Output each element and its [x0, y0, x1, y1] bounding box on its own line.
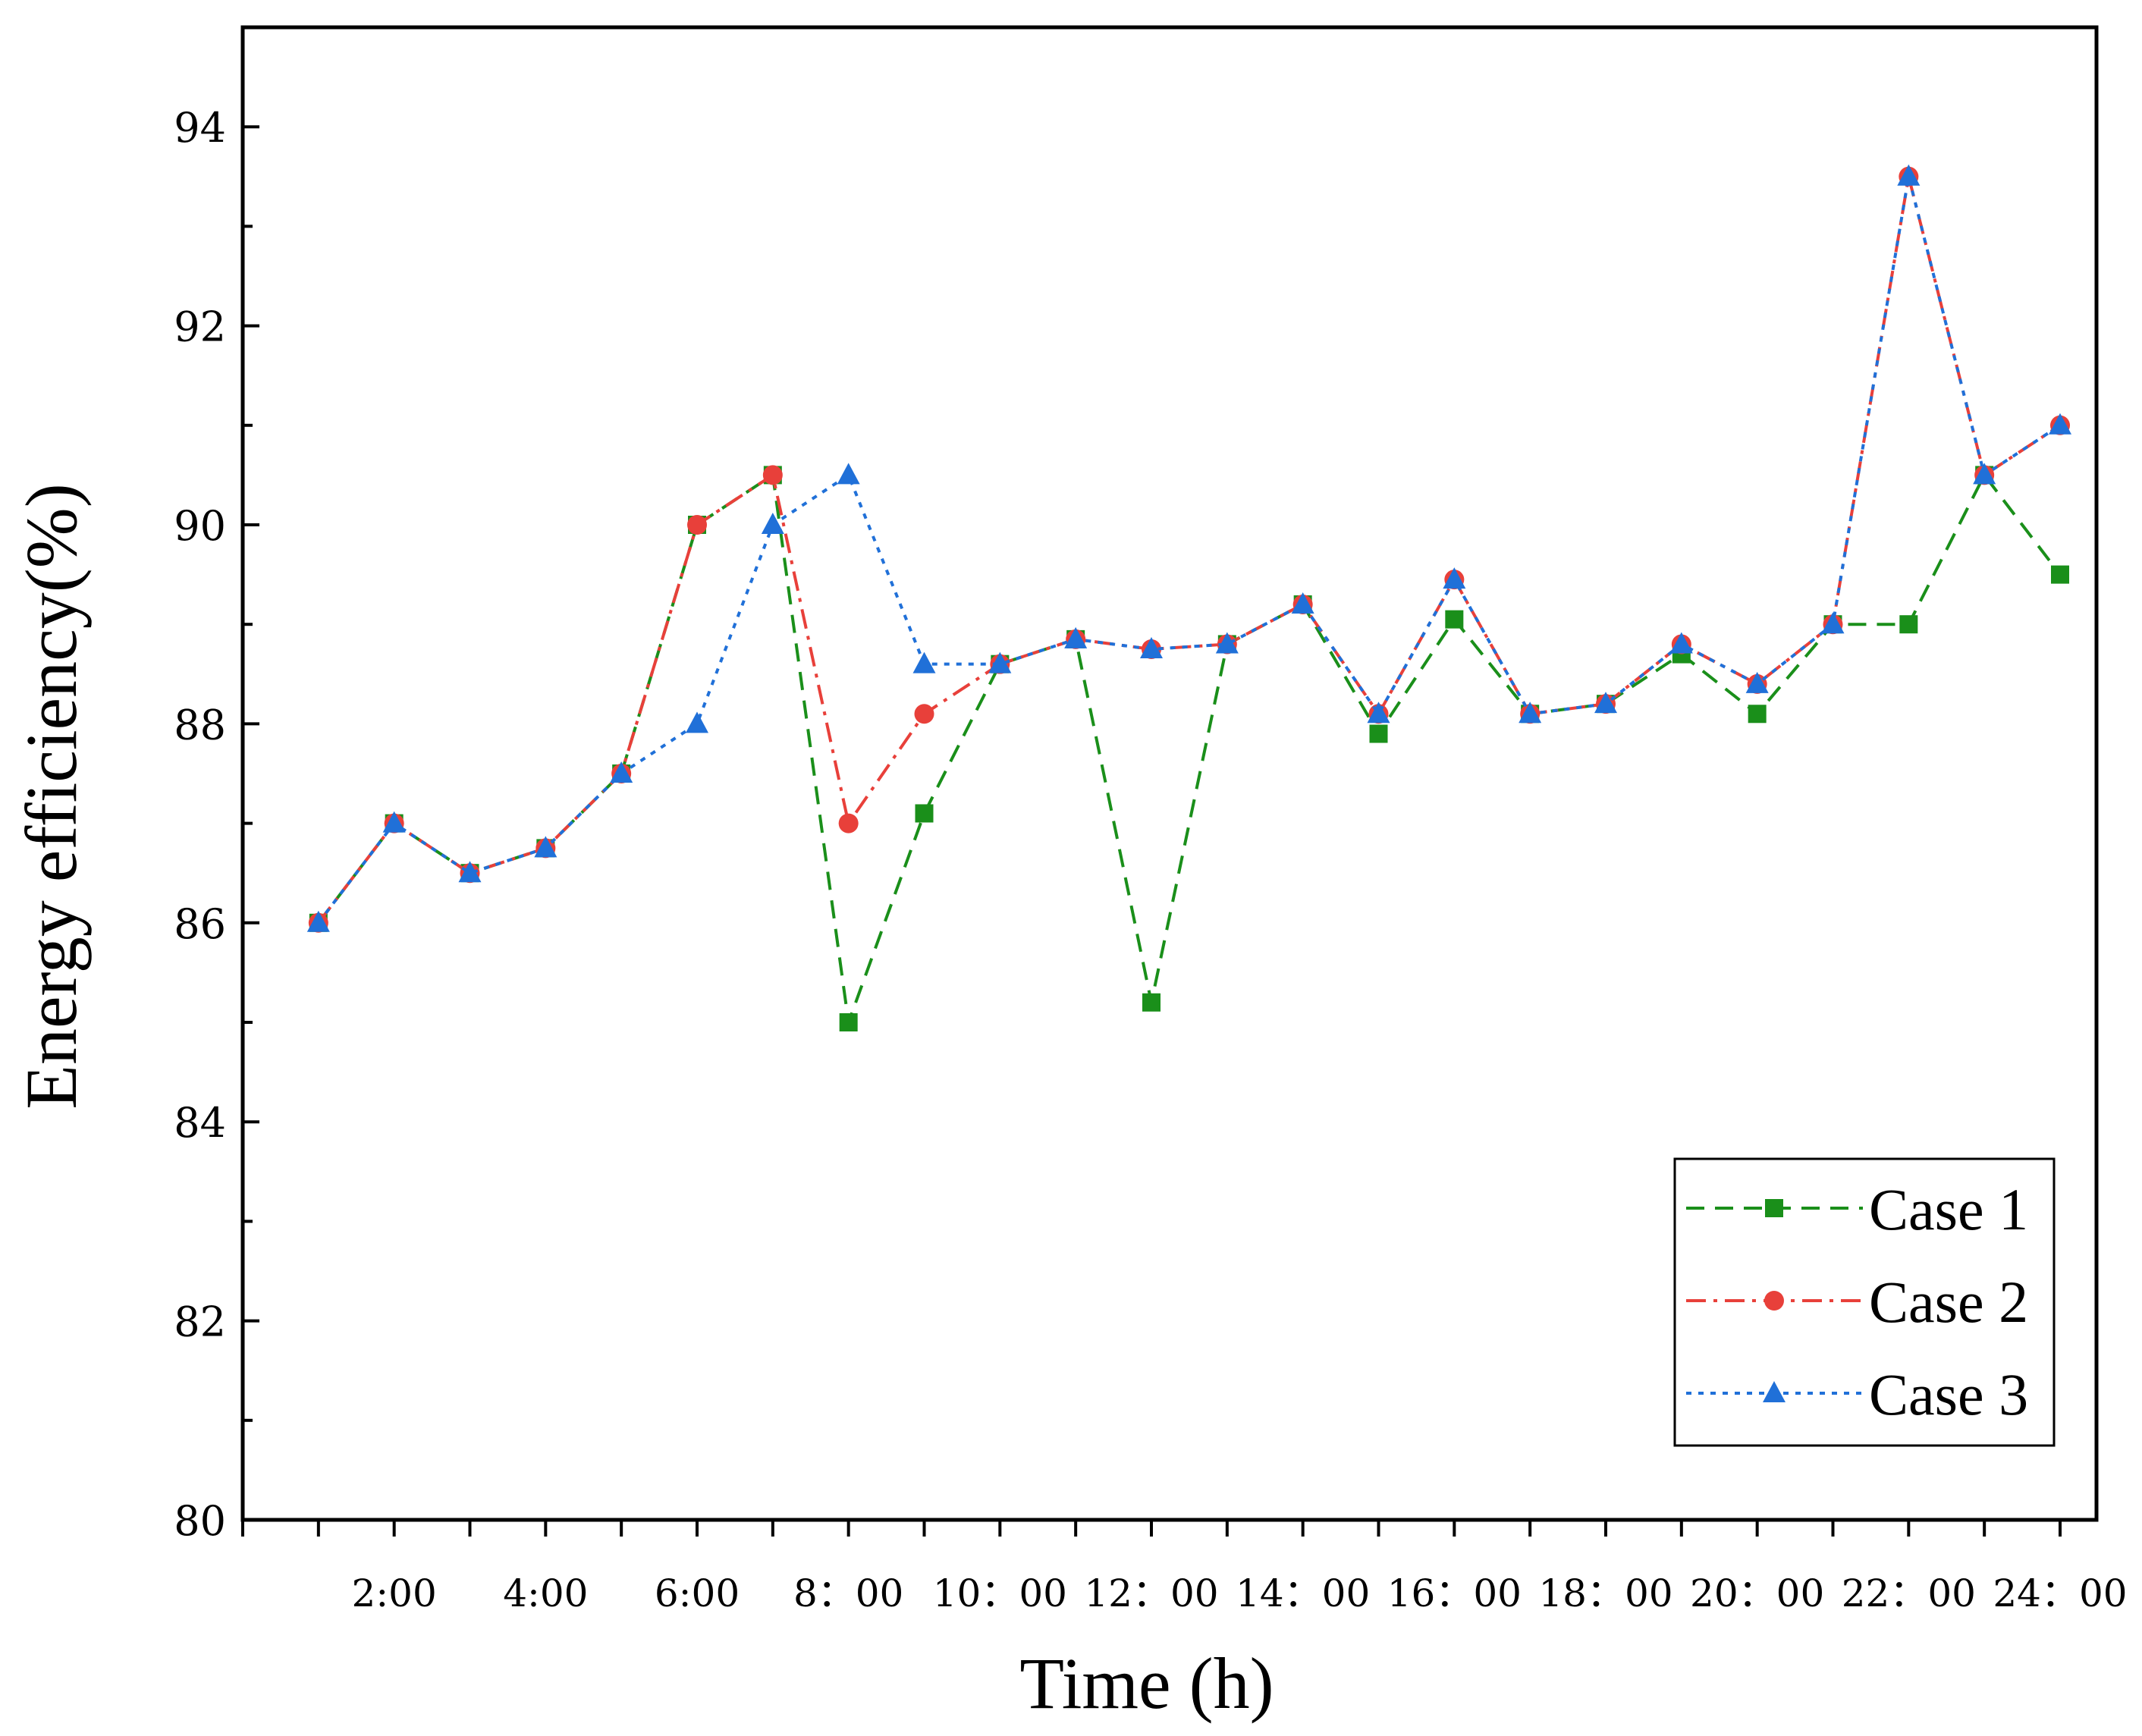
x-tick-label: 6:00 [655, 1571, 740, 1615]
series-3 [306, 164, 2071, 932]
legend: Case 1 Case 2 Case 3 [1673, 1157, 2056, 1447]
x-tick-label: 12：00 [1084, 1571, 1218, 1615]
data-point [1215, 632, 1239, 654]
data-point [1594, 692, 1617, 714]
x-tick-label: 8：00 [793, 1571, 903, 1615]
x-tick-label: 4:00 [503, 1571, 588, 1615]
x-tick-label: 18：00 [1538, 1571, 1672, 1615]
data-point [1897, 164, 1921, 186]
x-tick-label: 14：00 [1236, 1571, 1370, 1615]
y-tick-label: 84 [174, 1099, 226, 1147]
x-tick-label: 10：00 [933, 1571, 1067, 1615]
data-point [686, 711, 708, 733]
x-axis-title: Time (h) [1019, 1643, 1274, 1724]
data-point [1748, 705, 1767, 724]
x-tick-label: 24：00 [1993, 1571, 2127, 1615]
x-tick-label: 20：00 [1690, 1571, 1824, 1615]
series-line [317, 472, 2062, 1023]
axes: 80 82 84 86 88 90 92 94 2:00 4:00 6:00 8：00 10：00 12：… [11, 25, 2128, 1724]
series-1 [309, 466, 2069, 1031]
data-point [837, 463, 860, 485]
y-tick-label: 82 [174, 1298, 226, 1346]
legend-label: Case 1 [1869, 1176, 2028, 1242]
series-line [317, 176, 2062, 925]
data-point [914, 704, 934, 724]
data-point [306, 910, 330, 932]
data-point [1369, 724, 1388, 743]
data-point [610, 761, 633, 783]
data-point [1821, 612, 1845, 634]
data-point [1899, 615, 1918, 634]
data-point [2049, 413, 2071, 435]
data-point [1291, 592, 1314, 614]
data-point [1367, 702, 1390, 724]
data-point [762, 465, 783, 485]
legend-marker [1764, 1291, 1784, 1311]
data-point [1745, 671, 1769, 693]
data-point [1064, 626, 1088, 648]
y-tick-label: 86 [174, 900, 226, 948]
y-tick-label: 92 [174, 303, 226, 351]
data-point [839, 1013, 858, 1031]
data-point [761, 513, 784, 534]
series-layer [306, 164, 2071, 1031]
y-tick-label: 90 [174, 502, 226, 550]
data-point [458, 861, 482, 883]
data-point [1443, 567, 1466, 589]
y-tick-label: 94 [174, 104, 226, 152]
y-tick-label: 88 [174, 701, 226, 749]
data-point [2051, 565, 2069, 584]
data-point [382, 811, 406, 833]
series-line [317, 176, 2062, 925]
data-point [1140, 637, 1163, 658]
data-point [687, 515, 707, 535]
y-tick-label: 80 [174, 1497, 226, 1545]
data-point [1142, 993, 1161, 1012]
legend-marker [1763, 1381, 1786, 1402]
series-2 [308, 166, 2070, 933]
x-tick-label: 22：00 [1842, 1571, 1976, 1615]
data-point [1669, 632, 1693, 654]
data-point [534, 836, 557, 858]
legend-marker [1765, 1199, 1783, 1217]
data-point [912, 651, 936, 673]
data-point [1519, 702, 1542, 724]
data-point [1973, 463, 1996, 485]
x-tick-label: 16：00 [1387, 1571, 1522, 1615]
legend-label: Case 2 [1869, 1269, 2028, 1335]
plot-frame [240, 25, 2099, 1522]
data-point [838, 813, 859, 833]
data-point [988, 651, 1012, 673]
data-point [915, 804, 934, 823]
x-tick-label: 2:00 [352, 1571, 437, 1615]
legend-label: Case 3 [1869, 1361, 2028, 1427]
data-point [1445, 610, 1464, 629]
y-axis-title: Energy efficiency(%) [11, 483, 92, 1109]
